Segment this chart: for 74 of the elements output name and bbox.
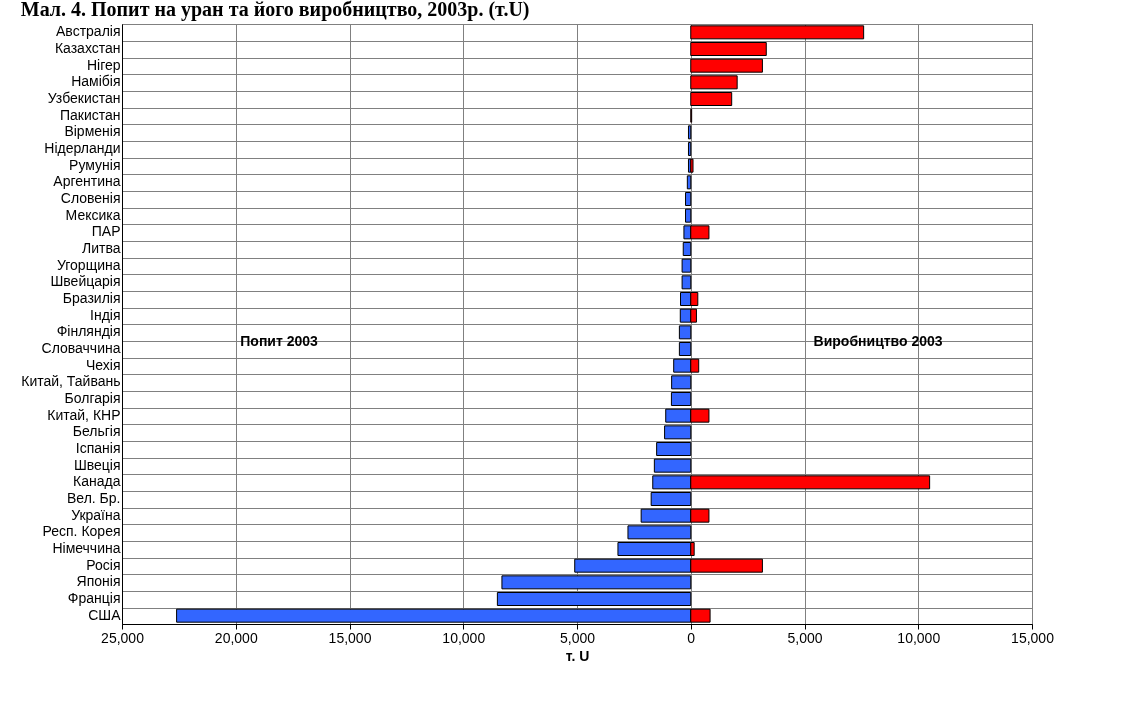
y-tick-label: Швейцарія <box>50 273 121 290</box>
bar <box>690 25 865 40</box>
y-tick-label: Франція <box>67 590 121 606</box>
y-tick-label: Іспанія <box>75 440 121 456</box>
y-tick-label: Австралія <box>56 23 121 40</box>
bar <box>682 242 692 256</box>
y-tick-label: Росія <box>86 556 121 573</box>
text: Виробництво 2003 <box>813 333 943 349</box>
bar <box>501 575 692 590</box>
y-tick-label: Китай, КНР <box>47 406 121 423</box>
bar <box>656 442 692 456</box>
x-tick-label: 5,000 <box>559 629 596 646</box>
bar <box>627 525 692 540</box>
y-tick-label: Канада <box>73 473 121 490</box>
x-tick-label: 15,000 <box>1011 629 1055 646</box>
bar <box>681 258 692 273</box>
y-tick-label: Узбекистан <box>47 90 121 106</box>
y-tick-label: Аргентина <box>53 173 121 190</box>
bar <box>678 342 692 356</box>
bar <box>685 208 692 223</box>
y-tick-label: Литва <box>82 240 121 256</box>
bar <box>690 58 763 73</box>
bar <box>671 375 692 390</box>
bar <box>653 458 692 473</box>
y-tick-label: Японія <box>76 573 121 590</box>
y-tick-label: Болгарія <box>64 390 121 406</box>
x-tick-label: 20,000 <box>214 629 258 646</box>
bar <box>670 392 692 406</box>
bar <box>650 492 692 506</box>
bar <box>690 42 767 56</box>
x-tick-label: 25,000 <box>101 629 145 646</box>
y-tick-label: Індія <box>90 306 121 323</box>
bar <box>686 175 692 190</box>
y-tick-label: Китай, Тайвань <box>21 373 121 390</box>
y-tick-label: Бельгія <box>72 423 121 440</box>
y-tick-label: Фінляндія <box>56 323 121 340</box>
y-tick-label: Нігер <box>86 56 121 73</box>
y-tick-label: Німеччина <box>52 540 121 556</box>
text: Попит 2003 <box>240 333 319 349</box>
bar <box>687 142 692 156</box>
bar <box>664 425 692 440</box>
y-tick-label: ПАР <box>91 223 121 240</box>
y-tick-label: Угорщина <box>57 256 121 273</box>
y-tick-label: Швеція <box>73 456 121 473</box>
y-tick-label: Румунія <box>69 156 121 173</box>
x-axis-title: т. U <box>565 647 590 664</box>
y-tick-label: Вірменія <box>64 123 121 140</box>
chart-title: Мал. 4. Попит на уран та його виробництво, 2003р. (т.U) <box>20 0 530 21</box>
bar <box>617 542 692 556</box>
bar <box>678 325 692 340</box>
x-tick-label: 15,000 <box>328 629 372 646</box>
y-tick-label: Респ. Корея <box>42 523 121 540</box>
x-tick-label: 10,000 <box>897 629 941 646</box>
y-tick-label: Словаччина <box>41 340 121 356</box>
bar <box>690 75 738 90</box>
y-tick-label: Пакистан <box>59 106 121 123</box>
y-tick-label: Вел. Бр. <box>67 490 121 506</box>
x-tick-label: 0 <box>687 629 696 646</box>
bar <box>685 192 692 206</box>
y-tick-label: Україна <box>71 506 121 523</box>
x-tick-label: 5,000 <box>787 629 823 646</box>
bar <box>496 592 692 606</box>
y-tick-label: Казахстан <box>54 40 121 56</box>
y-tick-label: Чехія <box>85 356 121 373</box>
bar <box>687 125 692 140</box>
y-tick-label: Бразилія <box>62 290 121 306</box>
bar <box>681 275 692 290</box>
x-tick-label: 10,000 <box>442 629 486 646</box>
y-tick-label: Словенія <box>60 190 121 206</box>
y-tick-label: Мексика <box>65 206 121 223</box>
y-tick-label: Намібія <box>71 73 121 90</box>
bar <box>690 92 733 106</box>
y-tick-label: Нідерланди <box>44 140 121 156</box>
y-tick-label: США <box>88 606 122 623</box>
